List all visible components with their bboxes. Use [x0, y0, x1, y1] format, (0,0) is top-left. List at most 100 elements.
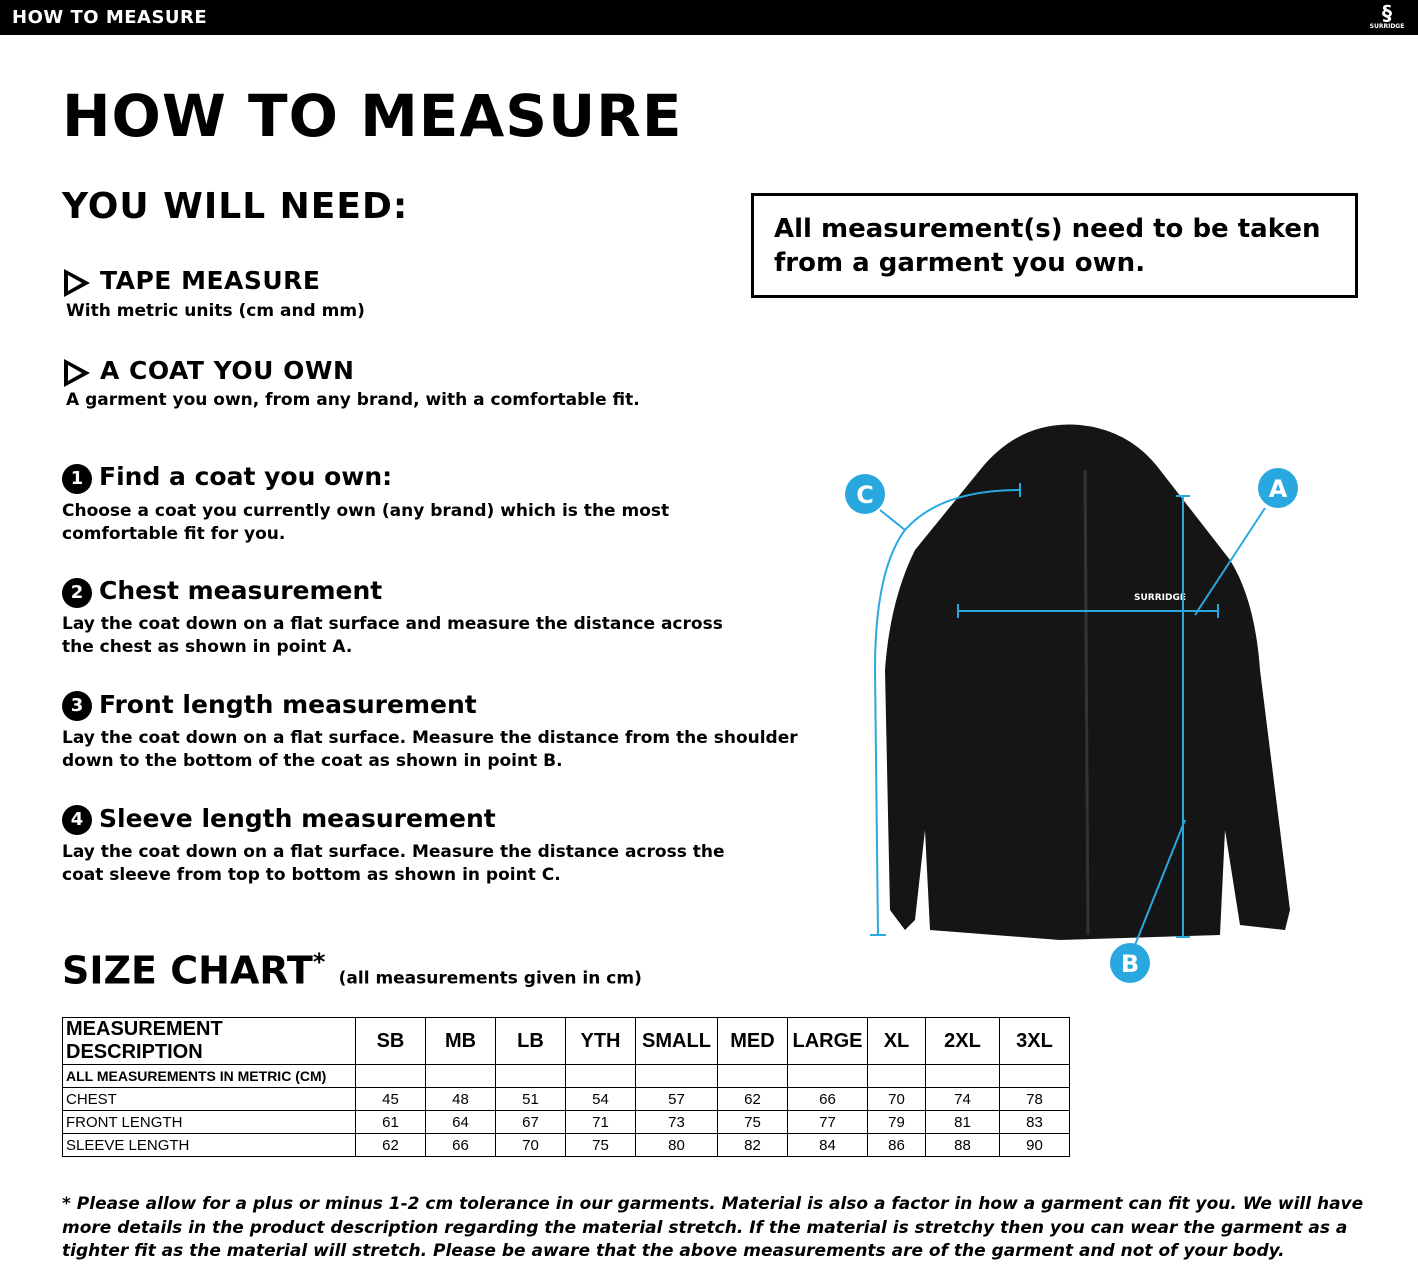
column-header: MB — [425, 1017, 496, 1065]
table-cell — [999, 1064, 1070, 1088]
label-a-marker: A — [1258, 468, 1298, 508]
column-header: LB — [495, 1017, 566, 1065]
table-cell: 88 — [925, 1133, 1000, 1157]
table-row: SLEEVE LENGTH 62 66 70 75 80 82 84 86 88 90 — [62, 1133, 1070, 1157]
table-cell — [355, 1064, 426, 1088]
row-label: SLEEVE LENGTH — [62, 1133, 356, 1157]
table-cell: 75 — [717, 1110, 788, 1134]
row-label: FRONT LENGTH — [62, 1110, 356, 1134]
need-item-desc: A garment you own, from any brand, with … — [66, 390, 640, 410]
column-header: SMALL — [635, 1017, 718, 1065]
table-cell — [925, 1064, 1000, 1088]
table-cell — [867, 1064, 926, 1088]
table-cell — [565, 1064, 636, 1088]
table-cell: 81 — [925, 1110, 1000, 1134]
column-header: MED — [717, 1017, 788, 1065]
table-cell: 82 — [717, 1133, 788, 1157]
table-cell: 86 — [867, 1133, 926, 1157]
table-cell: 84 — [787, 1133, 868, 1157]
chest-measure-line — [957, 604, 1219, 618]
table-cell: 73 — [635, 1110, 718, 1134]
need-item-desc: With metric units (cm and mm) — [66, 301, 365, 321]
table-cell: 80 — [635, 1133, 718, 1157]
table-row: ALL MEASUREMENTS IN METRIC (CM) — [62, 1064, 1070, 1088]
table-cell: 62 — [717, 1087, 788, 1111]
step-desc: Lay the coat down on a flat surface and … — [62, 614, 723, 657]
label-c-marker: C — [845, 474, 885, 514]
svg-text:A: A — [1269, 475, 1288, 503]
step-number: 3 — [62, 691, 92, 721]
label-b-marker: B — [1110, 943, 1150, 983]
row-label: ALL MEASUREMENTS IN METRIC (CM) — [62, 1064, 356, 1088]
table-cell: 78 — [999, 1087, 1070, 1111]
table-cell: 79 — [867, 1110, 926, 1134]
svg-text:C: C — [856, 481, 874, 509]
svg-text:B: B — [1121, 950, 1139, 978]
play-arrow-icon — [64, 269, 90, 297]
table-cell: 77 — [787, 1110, 868, 1134]
table-row: FRONT LENGTH 61 64 67 71 73 75 77 79 81 83 — [62, 1110, 1070, 1134]
sleeve-length-line — [870, 483, 1021, 936]
table-cell: 64 — [425, 1110, 496, 1134]
column-header: SB — [355, 1017, 426, 1065]
need-item-title: TAPE MEASURE — [100, 266, 321, 295]
table-cell — [425, 1064, 496, 1088]
column-header: LARGE — [787, 1017, 868, 1065]
table-cell: 57 — [635, 1087, 718, 1111]
footnote: * Please allow for a plus or minus 1-2 c… — [62, 1194, 1364, 1261]
surridge-logo: § SURRIDGE — [1369, 1, 1405, 30]
asterisk: * — [312, 948, 326, 976]
table-cell: 51 — [495, 1087, 566, 1111]
table-cell: 66 — [787, 1087, 868, 1111]
table-cell — [787, 1064, 868, 1088]
table-header-row: MEASUREMENT DESCRIPTION SB MB LB YTH SMALL MED… — [62, 1017, 1070, 1065]
step-title: Chest measurement — [99, 576, 383, 605]
notice-box: All measurement(s) need to be taken from… — [751, 193, 1358, 298]
step-title: Sleeve length measurement — [99, 804, 496, 833]
step-desc: Choose a coat you currently own (any bra… — [62, 501, 670, 544]
page-title: HOW TO MEASURE — [62, 82, 683, 150]
top-bar: HOW TO MEASURE § SURRIDGE — [0, 0, 1418, 35]
table-cell: 48 — [425, 1087, 496, 1111]
play-arrow-icon — [64, 359, 90, 387]
table-cell: 61 — [355, 1110, 426, 1134]
table-cell: 90 — [999, 1133, 1070, 1157]
table-cell — [495, 1064, 566, 1088]
size-chart-table: MEASUREMENT DESCRIPTION SB MB LB YTH SMALL MED… — [62, 1017, 1070, 1157]
step-desc: Lay the coat down on a flat surface. Mea… — [62, 842, 725, 885]
jacket-logo: SURRIDGE — [1134, 593, 1186, 603]
step-desc: Lay the coat down on a flat surface. Mea… — [62, 728, 798, 771]
table-cell — [717, 1064, 788, 1088]
table-row: CHEST 45 48 51 54 57 62 66 70 74 78 — [62, 1087, 1070, 1111]
size-chart-heading: SIZE CHART* (all measurements given in c… — [62, 948, 642, 993]
column-header: XL — [867, 1017, 926, 1065]
table-cell: 71 — [565, 1110, 636, 1134]
jacket-diagram: SURRIDGE A B C — [845, 424, 1298, 983]
need-item-title: A COAT YOU OWN — [100, 356, 355, 385]
table-cell: 75 — [565, 1133, 636, 1157]
table-cell: 83 — [999, 1110, 1070, 1134]
step-number: 2 — [62, 578, 92, 608]
table-cell: 74 — [925, 1087, 1000, 1111]
you-will-need-heading: YOU WILL NEED: — [62, 186, 409, 227]
step-title: Front length measurement — [99, 690, 477, 719]
table-cell: 54 — [565, 1087, 636, 1111]
column-header: MEASUREMENT DESCRIPTION — [62, 1017, 356, 1065]
table-cell: 70 — [495, 1133, 566, 1157]
step-number: 1 — [62, 464, 92, 494]
size-chart-subtitle: (all measurements given in cm) — [338, 968, 642, 989]
column-header: 2XL — [925, 1017, 1000, 1065]
column-header: 3XL — [999, 1017, 1070, 1065]
table-cell: 45 — [355, 1087, 426, 1111]
table-cell: 62 — [355, 1133, 426, 1157]
step-title: Find a coat you own: — [99, 462, 393, 491]
column-header: YTH — [565, 1017, 636, 1065]
table-cell: 66 — [425, 1133, 496, 1157]
table-cell: 67 — [495, 1110, 566, 1134]
size-chart-title: SIZE CHART — [62, 948, 313, 993]
table-cell — [635, 1064, 718, 1088]
front-length-line — [1176, 495, 1190, 938]
step-number: 4 — [62, 805, 92, 835]
row-label: CHEST — [62, 1087, 356, 1111]
top-bar-title: HOW TO MEASURE — [12, 7, 208, 28]
